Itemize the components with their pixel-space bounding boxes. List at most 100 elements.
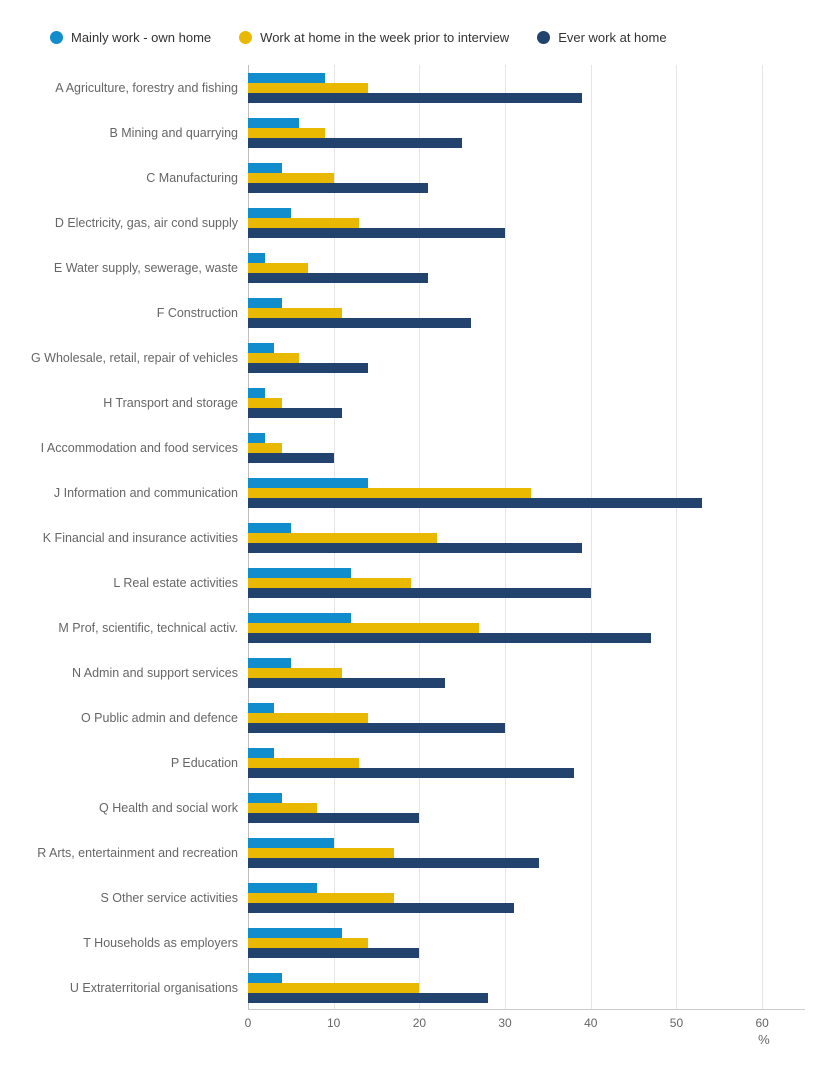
legend-dot-icon (50, 31, 63, 44)
bar-ever[interactable] (248, 408, 342, 418)
category-group: P Education (248, 740, 805, 785)
bar-priorwk[interactable] (248, 668, 342, 678)
bar-priorwk[interactable] (248, 533, 437, 543)
bar-mainly[interactable] (248, 208, 291, 218)
bar-mainly[interactable] (248, 163, 282, 173)
bar-mainly[interactable] (248, 73, 325, 83)
legend-item-mainly[interactable]: Mainly work - own home (50, 30, 211, 45)
category-label: G Wholesale, retail, repair of vehicles (30, 351, 248, 365)
bar-mainly[interactable] (248, 253, 265, 263)
bar-priorwk[interactable] (248, 83, 368, 93)
category-label: B Mining and quarrying (30, 126, 248, 140)
category-label: C Manufacturing (30, 171, 248, 185)
bar-priorwk[interactable] (248, 893, 394, 903)
bar-ever[interactable] (248, 543, 582, 553)
category-label: U Extraterritorial organisations (30, 981, 248, 995)
category-group: D Electricity, gas, air cond supply (248, 200, 805, 245)
bar-mainly[interactable] (248, 613, 351, 623)
bar-mainly[interactable] (248, 478, 368, 488)
category-label: Q Health and social work (30, 801, 248, 815)
bar-ever[interactable] (248, 858, 539, 868)
category-group: E Water supply, sewerage, waste (248, 245, 805, 290)
category-label: T Households as employers (30, 936, 248, 950)
bar-mainly[interactable] (248, 388, 265, 398)
bar-mainly[interactable] (248, 433, 265, 443)
bar-priorwk[interactable] (248, 623, 479, 633)
category-group: M Prof, scientific, technical activ. (248, 605, 805, 650)
bar-ever[interactable] (248, 453, 334, 463)
bar-ever[interactable] (248, 813, 419, 823)
bar-ever[interactable] (248, 228, 505, 238)
bar-mainly[interactable] (248, 703, 274, 713)
bar-ever[interactable] (248, 183, 428, 193)
bar-mainly[interactable] (248, 838, 334, 848)
bar-ever[interactable] (248, 903, 514, 913)
bar-mainly[interactable] (248, 793, 282, 803)
category-group: R Arts, entertainment and recreation (248, 830, 805, 875)
category-group: H Transport and storage (248, 380, 805, 425)
bar-mainly[interactable] (248, 298, 282, 308)
bar-priorwk[interactable] (248, 308, 342, 318)
category-label: L Real estate activities (30, 576, 248, 590)
bar-mainly[interactable] (248, 748, 274, 758)
bar-ever[interactable] (248, 588, 591, 598)
category-label: P Education (30, 756, 248, 770)
bar-ever[interactable] (248, 318, 471, 328)
category-group: U Extraterritorial organisations (248, 965, 805, 1010)
bar-ever[interactable] (248, 138, 462, 148)
bar-priorwk[interactable] (248, 488, 531, 498)
bar-priorwk[interactable] (248, 578, 411, 588)
bar-ever[interactable] (248, 993, 488, 1003)
bar-priorwk[interactable] (248, 983, 419, 993)
category-label: J Information and communication (30, 486, 248, 500)
bar-ever[interactable] (248, 93, 582, 103)
bar-ever[interactable] (248, 723, 505, 733)
bar-ever[interactable] (248, 273, 428, 283)
category-group: I Accommodation and food services (248, 425, 805, 470)
x-axis: 0102030405060 (248, 1010, 805, 1028)
category-label: O Public admin and defence (30, 711, 248, 725)
bar-priorwk[interactable] (248, 173, 334, 183)
bar-mainly[interactable] (248, 973, 282, 983)
bar-mainly[interactable] (248, 523, 291, 533)
bar-mainly[interactable] (248, 658, 291, 668)
category-group: S Other service activities (248, 875, 805, 920)
bar-priorwk[interactable] (248, 353, 299, 363)
category-label: E Water supply, sewerage, waste (30, 261, 248, 275)
bar-priorwk[interactable] (248, 218, 359, 228)
category-label: A Agriculture, forestry and fishing (30, 81, 248, 95)
bar-mainly[interactable] (248, 568, 351, 578)
bar-priorwk[interactable] (248, 938, 368, 948)
bar-ever[interactable] (248, 678, 445, 688)
category-group: C Manufacturing (248, 155, 805, 200)
category-group: G Wholesale, retail, repair of vehicles (248, 335, 805, 380)
bar-priorwk[interactable] (248, 263, 308, 273)
legend-item-ever[interactable]: Ever work at home (537, 30, 666, 45)
category-label: I Accommodation and food services (30, 441, 248, 455)
bar-priorwk[interactable] (248, 443, 282, 453)
category-group: J Information and communication (248, 470, 805, 515)
bar-mainly[interactable] (248, 928, 342, 938)
bar-mainly[interactable] (248, 883, 317, 893)
bar-priorwk[interactable] (248, 398, 282, 408)
category-group: L Real estate activities (248, 560, 805, 605)
bar-ever[interactable] (248, 363, 368, 373)
category-group: A Agriculture, forestry and fishing (248, 65, 805, 110)
bar-ever[interactable] (248, 948, 419, 958)
category-group: F Construction (248, 290, 805, 335)
bar-ever[interactable] (248, 498, 702, 508)
bar-priorwk[interactable] (248, 803, 317, 813)
bar-ever[interactable] (248, 768, 574, 778)
bar-ever[interactable] (248, 633, 651, 643)
bar-priorwk[interactable] (248, 758, 359, 768)
bar-mainly[interactable] (248, 118, 299, 128)
bar-priorwk[interactable] (248, 713, 368, 723)
x-axis-label: % (758, 1032, 770, 1047)
legend-item-priorwk[interactable]: Work at home in the week prior to interv… (239, 30, 509, 45)
x-axis-label-row: % (248, 1028, 805, 1052)
bar-priorwk[interactable] (248, 848, 394, 858)
category-label: N Admin and support services (30, 666, 248, 680)
bar-mainly[interactable] (248, 343, 274, 353)
bar-priorwk[interactable] (248, 128, 325, 138)
category-label: S Other service activities (30, 891, 248, 905)
